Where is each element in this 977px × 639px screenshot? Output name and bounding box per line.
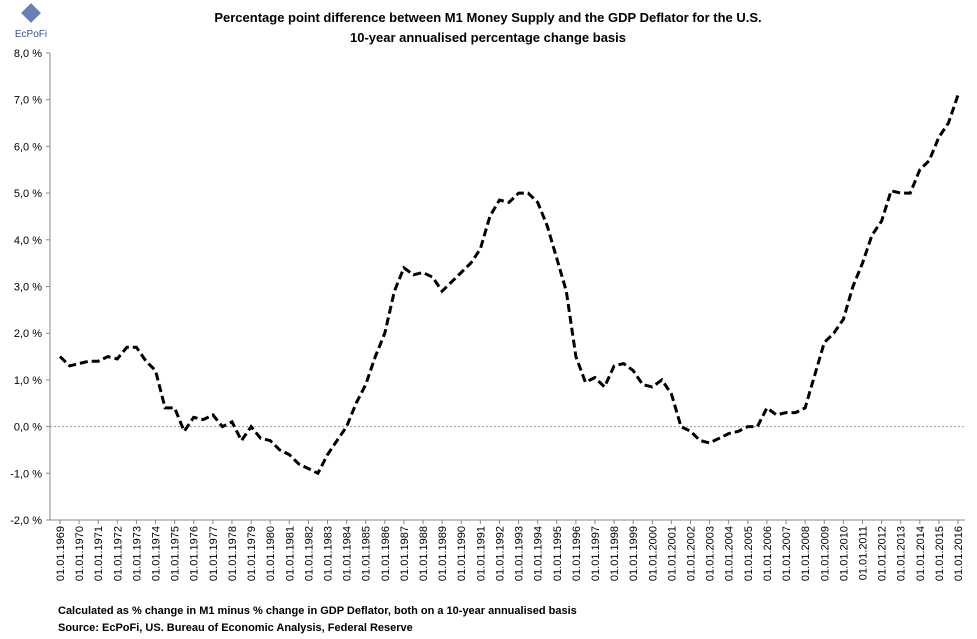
chart-subtitle: 10-year annualised percentage change bas…	[350, 30, 626, 45]
y-tick-label: 2,0 %	[14, 328, 42, 340]
x-tick-label: 01.01.2011	[857, 526, 869, 580]
x-tick-label: 01.01.1984	[342, 526, 354, 581]
x-tick-label: 01.01.1974	[151, 526, 163, 581]
x-tick-label: 01.01.1997	[590, 526, 602, 581]
x-tick-label: 01.01.2013	[896, 526, 908, 581]
x-tick-label: 01.01.1986	[380, 526, 392, 581]
x-tick-label: 01.01.1972	[112, 526, 124, 581]
x-tick-label: 01.01.1977	[208, 526, 220, 581]
x-tick-label: 01.01.1994	[533, 526, 545, 581]
x-tick-label: 01.01.2001	[666, 526, 678, 581]
logo: EcPoFi	[15, 3, 47, 40]
x-tick-label: 01.01.1993	[514, 526, 526, 581]
y-tick-label: 7,0 %	[14, 95, 42, 107]
x-tick-label: 01.01.1989	[437, 526, 449, 581]
x-tick-label: 01.01.1979	[246, 526, 258, 581]
y-tick-label: 8,0 %	[14, 48, 42, 60]
x-tick-label: 01.01.1985	[361, 526, 373, 581]
x-tick-label: 01.01.1976	[189, 526, 201, 581]
y-tick-label: -2,0 %	[10, 515, 42, 527]
y-tick-label: 5,0 %	[14, 188, 42, 200]
data-line	[58, 94, 960, 476]
x-tick-label: 01.01.1982	[303, 526, 315, 581]
x-tick-label: 01.01.1990	[456, 526, 468, 581]
x-tick-label: 01.01.2004	[724, 526, 736, 581]
x-tick-label: 01.01.1995	[552, 526, 564, 581]
x-tick-label: 01.01.2000	[647, 526, 659, 581]
x-tick-label: 01.01.1980	[265, 526, 277, 581]
x-tick-label: 01.01.2015	[934, 526, 946, 581]
x-tick-label: 01.01.1971	[93, 526, 105, 581]
logo-text: EcPoFi	[15, 29, 47, 40]
x-tick-label: 01.01.2007	[781, 526, 793, 581]
note: Source: EcPoFi, US. Bureau of Economic A…	[58, 622, 413, 634]
x-tick-label: 01.01.1999	[628, 526, 640, 581]
x-tick-label: 01.01.2014	[915, 526, 927, 581]
x-tick-label: 01.01.1996	[571, 526, 583, 581]
y-tick-label: 3,0 %	[14, 282, 42, 294]
y-tick-label: 1,0 %	[14, 375, 42, 387]
x-tick-label: 01.01.1978	[227, 526, 239, 581]
chart-title: Percentage point difference between M1 M…	[214, 10, 761, 25]
y-tick-label: -1,0 %	[10, 468, 42, 480]
x-tick-label: 01.01.1973	[131, 526, 143, 581]
x-tick-label: 01.01.2002	[686, 526, 698, 581]
x-tick-label: 01.01.1981	[284, 526, 296, 581]
x-tick-label: 01.01.1998	[609, 526, 621, 581]
x-tick-label: 01.01.1992	[494, 526, 506, 581]
x-tick-label: 01.01.1983	[322, 526, 334, 581]
x-tick-label: 01.01.2010	[838, 526, 850, 581]
x-tick-label: 01.01.1988	[418, 526, 430, 581]
x-tick-label: 01.01.2009	[819, 526, 831, 581]
y-tick-label: 4,0 %	[14, 235, 42, 247]
x-tick-label: 01.01.2016	[953, 526, 965, 581]
x-tick-label: 01.01.1987	[399, 526, 411, 581]
x-tick-label: 01.01.1970	[74, 526, 86, 581]
x-tick-label: 01.01.2008	[800, 526, 812, 581]
x-tick-label: 01.01.2012	[877, 526, 889, 581]
x-tick-label: 01.01.1969	[55, 526, 67, 581]
y-tick-label: 0,0 %	[14, 422, 42, 434]
note: Calculated as % change in M1 minus % cha…	[58, 605, 577, 617]
x-tick-label: 01.01.2003	[705, 526, 717, 581]
x-tick-label: 01.01.1991	[475, 526, 487, 581]
logo-mark	[21, 3, 41, 23]
x-tick-label: 01.01.2005	[743, 526, 755, 581]
y-tick-label: 6,0 %	[14, 141, 42, 153]
x-tick-label: 01.01.2006	[762, 526, 774, 581]
x-tick-label: 01.01.1975	[170, 526, 182, 581]
